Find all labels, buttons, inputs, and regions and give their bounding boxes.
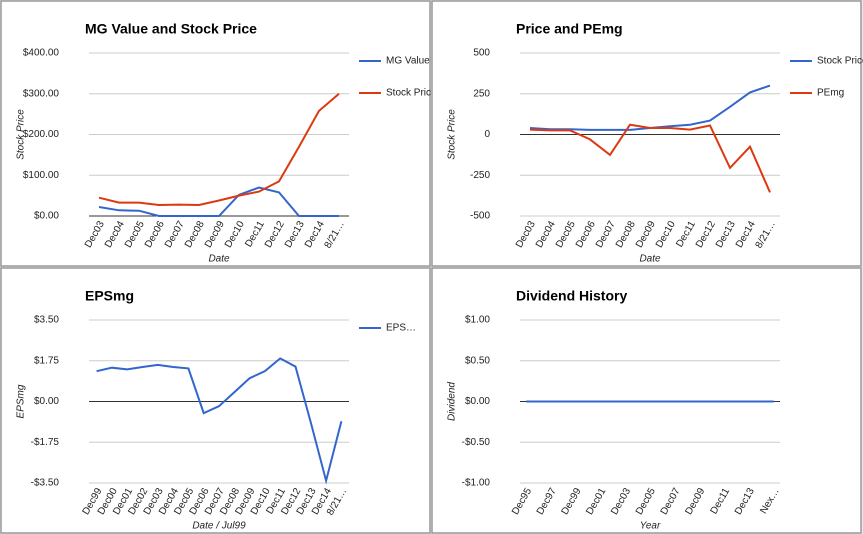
- panel-frame: [0, 267, 431, 534]
- x-axis-title: Date: [208, 254, 230, 265]
- x-axis-title: Date: [639, 254, 661, 265]
- y-tick-label: $400.00: [23, 48, 60, 59]
- chart-title: MG Value and Stock Price: [85, 21, 257, 37]
- y-tick-label: -$1.75: [31, 437, 60, 448]
- y-tick-label: -250: [470, 170, 490, 181]
- chart-title: Price and PEmg: [516, 21, 623, 37]
- data-line: [96, 357, 343, 485]
- chart-title: Dividend History: [516, 288, 627, 304]
- y-axis-title: Dividend: [447, 382, 458, 421]
- chart-panel: MG Value and Stock Price Stock Price Date $…: [0, 0, 437, 267]
- y-tick-label: -500: [470, 211, 490, 222]
- x-axis-title: Year: [640, 521, 661, 532]
- y-tick-label: $0.00: [34, 211, 59, 222]
- data-line: [98, 93, 340, 207]
- panel-frame: [431, 0, 862, 267]
- y-tick-label: $300.00: [23, 88, 60, 99]
- y-tick-label: $0.50: [465, 355, 490, 366]
- chart-panel: EPSmg EPSmg Date / Jul99 -$3.50 -$1.75 $0.00 $…: [0, 267, 431, 534]
- legend-label: EPS…: [386, 323, 416, 334]
- y-tick-label: -$1.00: [462, 478, 491, 489]
- y-tick-label: -$0.50: [462, 437, 491, 448]
- y-tick-label: $1.00: [465, 315, 490, 326]
- y-tick-label: $100.00: [23, 170, 60, 181]
- y-tick-label: 250: [473, 88, 490, 99]
- legend-label: PEmg: [817, 88, 844, 99]
- y-tick-label: 500: [473, 48, 490, 59]
- chart-title: EPSmg: [85, 288, 134, 304]
- y-tick-label: $1.75: [34, 355, 59, 366]
- legend-label: Stock Price: [817, 56, 863, 67]
- data-line: [98, 186, 339, 217]
- y-tick-label: $0.00: [34, 396, 59, 407]
- y-tick-label: $200.00: [23, 129, 60, 140]
- y-tick-label: -$3.50: [31, 478, 60, 489]
- chart-panel: Price and PEmg Stock Price Date -500 -250 0 25…: [431, 0, 863, 267]
- y-tick-label: 0: [484, 129, 490, 140]
- y-axis-title: Stock Price: [16, 109, 27, 160]
- data-line: [529, 123, 771, 193]
- y-tick-label: $3.50: [34, 315, 59, 326]
- legend-label: Stock Price: [386, 88, 437, 99]
- y-tick-label: $0.00: [465, 396, 490, 407]
- x-axis-title: Date / Jul99: [192, 521, 246, 532]
- chart-panel: Dividend History Dividend Year -$1.00 -$0.50…: [431, 267, 862, 534]
- legend-label: MG Value: [386, 56, 430, 67]
- y-axis-title: Stock Price: [447, 109, 458, 160]
- panel-frame: [0, 0, 431, 267]
- y-axis-title: EPSmg: [16, 384, 27, 418]
